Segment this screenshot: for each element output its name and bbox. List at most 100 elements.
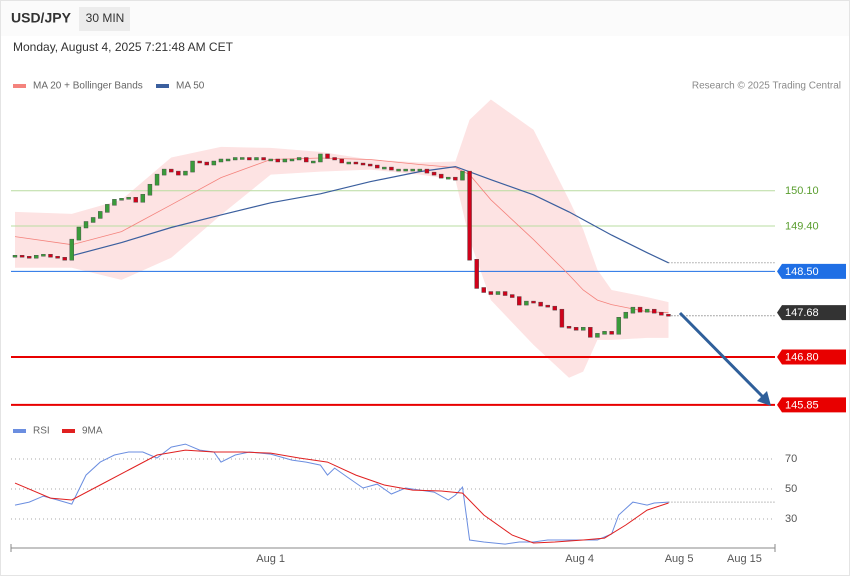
interval: 30 MIN: [86, 11, 125, 25]
candle: [26, 256, 32, 259]
candle: [453, 176, 458, 181]
plot-layer: 150.10 149.40 148.50 147.68 146.80 145.85 MA 2…: [11, 81, 846, 565]
forecast-arrow-head: [757, 391, 771, 406]
candle: [652, 308, 657, 314]
candle: [190, 160, 195, 173]
candle: [218, 158, 224, 163]
datetime: Monday, August 4, 2025 7:21:48 AM CET: [13, 40, 234, 54]
symbol: USD/JPY: [11, 10, 72, 26]
candle: [48, 254, 53, 258]
candle: [403, 168, 408, 172]
credit: Research © 2025 Trading Central: [692, 81, 841, 92]
candle: [502, 291, 508, 296]
candle: [204, 161, 209, 166]
candle: [438, 173, 444, 179]
candle: [644, 308, 650, 313]
header-band: [1, 1, 849, 36]
y-tick-label: 30: [785, 513, 797, 525]
candle: [140, 194, 146, 203]
rsi-line: [14, 443, 669, 545]
x-tick-label: Aug 4: [565, 553, 594, 565]
candle: [105, 204, 110, 213]
candle: [417, 168, 423, 172]
candle: [12, 255, 18, 258]
x-tick-label: Aug 1: [256, 553, 285, 565]
candle: [602, 331, 607, 335]
candle: [346, 161, 352, 165]
candle: [169, 168, 174, 173]
legend-swatch: [13, 84, 26, 88]
rsi-ma-line: [14, 449, 669, 544]
candle: [154, 173, 160, 186]
legend-swatch: [13, 429, 26, 433]
candle: [367, 163, 373, 167]
candle: [460, 170, 465, 181]
y-tick-label: 50: [785, 483, 797, 495]
candle: [119, 198, 124, 201]
candle: [538, 301, 543, 307]
level-label: 145.85: [785, 399, 819, 411]
candle: [232, 157, 238, 161]
candle: [524, 300, 529, 306]
level-label: 149.40: [785, 220, 819, 232]
level-tag: [777, 397, 846, 413]
candle: [41, 254, 46, 257]
level-label: 146.80: [785, 351, 819, 363]
candle: [211, 160, 217, 166]
candle: [474, 259, 479, 289]
candle: [19, 255, 25, 258]
candle: [609, 331, 614, 335]
candle: [268, 158, 273, 162]
candle: [375, 164, 380, 169]
candle: [623, 311, 629, 319]
x-tick-label: Aug 15: [727, 553, 762, 565]
level-label: 150.10: [785, 185, 819, 197]
candle: [552, 305, 558, 311]
candle: [247, 157, 252, 161]
candle: [573, 327, 579, 331]
candle: [112, 199, 117, 206]
candle: [531, 300, 536, 304]
bollinger-band: [15, 99, 669, 378]
candle: [666, 313, 671, 317]
candle: [240, 157, 245, 160]
candle: [339, 158, 344, 164]
x-tick-label: Aug 5: [665, 553, 694, 565]
legend-label: MA 20 + Bollinger Bands: [33, 81, 143, 92]
legend-label: 9MA: [82, 426, 103, 437]
candle: [389, 166, 394, 171]
candle: [289, 158, 295, 162]
candle: [431, 171, 437, 176]
candle: [69, 238, 75, 261]
y-tick-label: 70: [785, 453, 797, 465]
interval-box: [79, 7, 130, 31]
candle: [133, 197, 138, 203]
level-tag: [777, 305, 846, 321]
candle: [517, 296, 522, 306]
candle: [183, 170, 188, 176]
candle: [488, 291, 494, 295]
candle: [161, 168, 167, 176]
candle: [396, 168, 401, 172]
candle: [176, 170, 181, 176]
candle: [147, 183, 153, 196]
candle: [90, 217, 96, 223]
candle: [98, 211, 103, 219]
candle: [296, 157, 302, 161]
candle: [495, 291, 501, 295]
candle: [275, 158, 280, 163]
candle: [254, 157, 259, 161]
candle: [446, 176, 451, 180]
level-tag: [777, 349, 846, 365]
candle: [566, 326, 572, 329]
candle: [261, 157, 266, 161]
legend-label: RSI: [33, 426, 50, 437]
ma50-line: [71, 165, 669, 264]
candle: [282, 158, 288, 163]
candle: [197, 160, 202, 164]
candle: [311, 160, 316, 164]
ma20-line: [14, 157, 669, 314]
